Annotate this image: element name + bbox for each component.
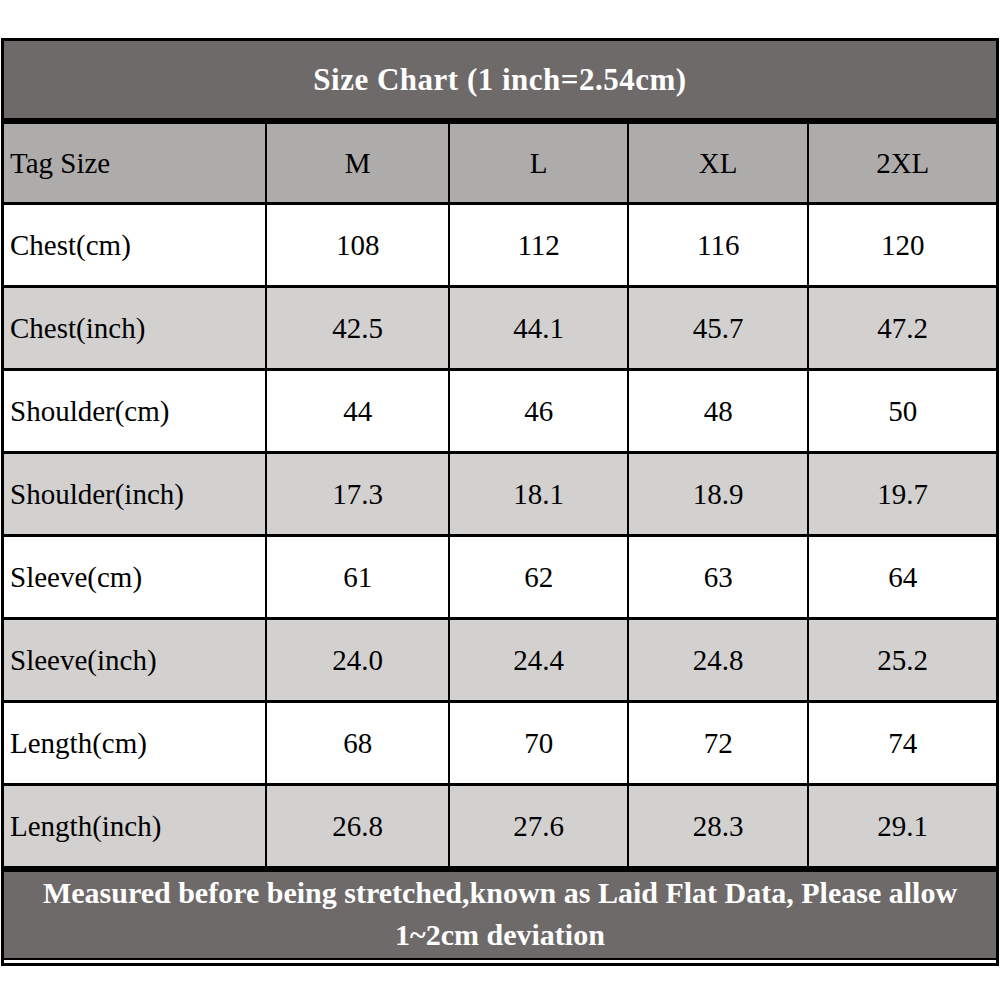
cell-value: 44 xyxy=(266,370,450,453)
row-label: Sleeve(cm) xyxy=(4,536,266,619)
footer-note: Measured before being stretched,known as… xyxy=(4,869,996,960)
row-label: Sleeve(inch) xyxy=(4,619,266,702)
measurements-table: Tag Size M L XL 2XL Chest(cm) 108 112 11… xyxy=(4,121,996,869)
header-size-2xl: 2XL xyxy=(808,123,996,204)
header-size-l: L xyxy=(449,123,628,204)
cell-value: 29.1 xyxy=(808,785,996,868)
row-label: Shoulder(cm) xyxy=(4,370,266,453)
cell-value: 74 xyxy=(808,702,996,785)
cell-value: 26.8 xyxy=(266,785,450,868)
cell-value: 24.0 xyxy=(266,619,450,702)
cell-value: 116 xyxy=(628,204,809,287)
cell-value: 18.1 xyxy=(449,453,628,536)
cell-value: 27.6 xyxy=(449,785,628,868)
table-row-chest-cm: Chest(cm) 108 112 116 120 xyxy=(4,204,996,287)
table-row-shoulder-cm: Shoulder(cm) 44 46 48 50 xyxy=(4,370,996,453)
cell-value: 108 xyxy=(266,204,450,287)
cell-value: 45.7 xyxy=(628,287,809,370)
cell-value: 25.2 xyxy=(808,619,996,702)
header-row: Tag Size M L XL 2XL xyxy=(4,123,996,204)
cell-value: 24.4 xyxy=(449,619,628,702)
table-row-sleeve-cm: Sleeve(cm) 61 62 63 64 xyxy=(4,536,996,619)
header-size-xl: XL xyxy=(628,123,809,204)
cell-value: 48 xyxy=(628,370,809,453)
cell-value: 120 xyxy=(808,204,996,287)
chart-title: Size Chart (1 inch=2.54cm) xyxy=(4,41,996,121)
cell-value: 24.8 xyxy=(628,619,809,702)
cell-value: 47.2 xyxy=(808,287,996,370)
cell-value: 28.3 xyxy=(628,785,809,868)
cell-value: 64 xyxy=(808,536,996,619)
header-tag-size: Tag Size xyxy=(4,123,266,204)
cell-value: 62 xyxy=(449,536,628,619)
cell-value: 72 xyxy=(628,702,809,785)
cell-value: 68 xyxy=(266,702,450,785)
cell-value: 44.1 xyxy=(449,287,628,370)
table-row-length-inch: Length(inch) 26.8 27.6 28.3 29.1 xyxy=(4,785,996,868)
cell-value: 19.7 xyxy=(808,453,996,536)
cell-value: 46 xyxy=(449,370,628,453)
cell-value: 50 xyxy=(808,370,996,453)
row-label: Shoulder(inch) xyxy=(4,453,266,536)
bottom-double-border xyxy=(4,960,996,963)
cell-value: 112 xyxy=(449,204,628,287)
cell-value: 42.5 xyxy=(266,287,450,370)
row-label: Length(inch) xyxy=(4,785,266,868)
table-row-chest-inch: Chest(inch) 42.5 44.1 45.7 47.2 xyxy=(4,287,996,370)
table-row-shoulder-inch: Shoulder(inch) 17.3 18.1 18.9 19.7 xyxy=(4,453,996,536)
cell-value: 63 xyxy=(628,536,809,619)
table-row-sleeve-inch: Sleeve(inch) 24.0 24.4 24.8 25.2 xyxy=(4,619,996,702)
row-label: Chest(cm) xyxy=(4,204,266,287)
size-chart-page: Size Chart (1 inch=2.54cm) Tag Size M L … xyxy=(0,0,1001,1001)
cell-value: 61 xyxy=(266,536,450,619)
table-row-length-cm: Length(cm) 68 70 72 74 xyxy=(4,702,996,785)
row-label: Chest(inch) xyxy=(4,287,266,370)
cell-value: 17.3 xyxy=(266,453,450,536)
cell-value: 70 xyxy=(449,702,628,785)
header-size-m: M xyxy=(266,123,450,204)
size-chart-table: Size Chart (1 inch=2.54cm) Tag Size M L … xyxy=(1,38,999,966)
cell-value: 18.9 xyxy=(628,453,809,536)
row-label: Length(cm) xyxy=(4,702,266,785)
